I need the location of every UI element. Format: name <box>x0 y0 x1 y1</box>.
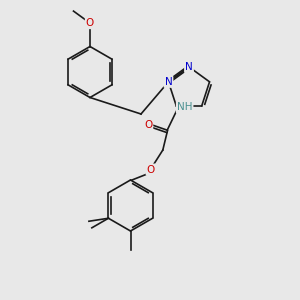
Text: N: N <box>185 62 193 72</box>
Text: O: O <box>147 165 155 175</box>
Text: NH: NH <box>177 103 192 112</box>
Text: O: O <box>144 120 152 130</box>
Text: N: N <box>165 77 172 87</box>
Text: O: O <box>86 18 94 28</box>
